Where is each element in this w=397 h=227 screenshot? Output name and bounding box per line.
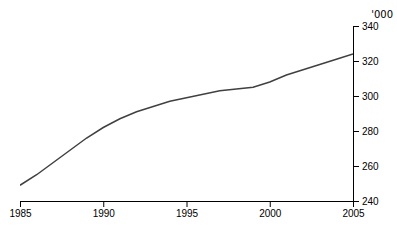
x-tick-label: 2005 — [342, 208, 365, 219]
y-tick-label: 260 — [362, 161, 379, 172]
x-tick-mark — [103, 201, 104, 207]
y-tick-mark — [353, 201, 359, 202]
x-axis-line — [21, 202, 354, 208]
x-tick-label: 2000 — [259, 208, 282, 219]
y-tick: 240 — [353, 196, 379, 207]
x-tick-label: 1985 — [9, 208, 32, 219]
x-tick: 1995 — [176, 201, 199, 219]
y-tick-mark — [353, 166, 359, 167]
x-axis: 1985 1990 1995 2000 2005 — [9, 201, 365, 219]
x-tick-label: 1995 — [176, 208, 199, 219]
y-tick-mark — [353, 61, 359, 62]
y-tick-mark — [353, 96, 359, 97]
y-tick-label: 340 — [362, 21, 379, 32]
x-tick-mark — [187, 201, 188, 207]
y-tick-label: 240 — [362, 196, 379, 207]
y-tick-label: 300 — [362, 91, 379, 102]
y-tick: 340 — [353, 21, 379, 32]
y-axis-line — [354, 27, 360, 202]
y-axis-label: '000 — [371, 9, 393, 20]
y-tick-label: 320 — [362, 56, 379, 67]
y-tick: 280 — [353, 126, 379, 137]
x-tick: 1985 — [9, 201, 32, 219]
y-tick: 260 — [353, 161, 379, 172]
marks — [20, 54, 353, 185]
y-tick-mark — [353, 26, 359, 27]
plot: 1985 1990 1995 2000 2005240 260 280 300 320 340'0… — [9, 9, 393, 219]
line — [20, 54, 353, 185]
chart: 1985 1990 1995 2000 2005240 260 280 300 320 340'0… — [0, 0, 397, 227]
x-tick: 1990 — [93, 201, 116, 219]
y-tick-mark — [353, 131, 359, 132]
x-tick-mark — [20, 201, 21, 207]
y-tick: 300 — [353, 91, 379, 102]
x-tick-label: 1990 — [93, 208, 116, 219]
y-axis: 240 260 280 300 320 340 — [353, 21, 379, 207]
y-tick: 320 — [353, 56, 379, 67]
x-tick-mark — [270, 201, 271, 207]
x-tick: 2000 — [259, 201, 282, 219]
y-tick-label: 280 — [362, 126, 379, 137]
